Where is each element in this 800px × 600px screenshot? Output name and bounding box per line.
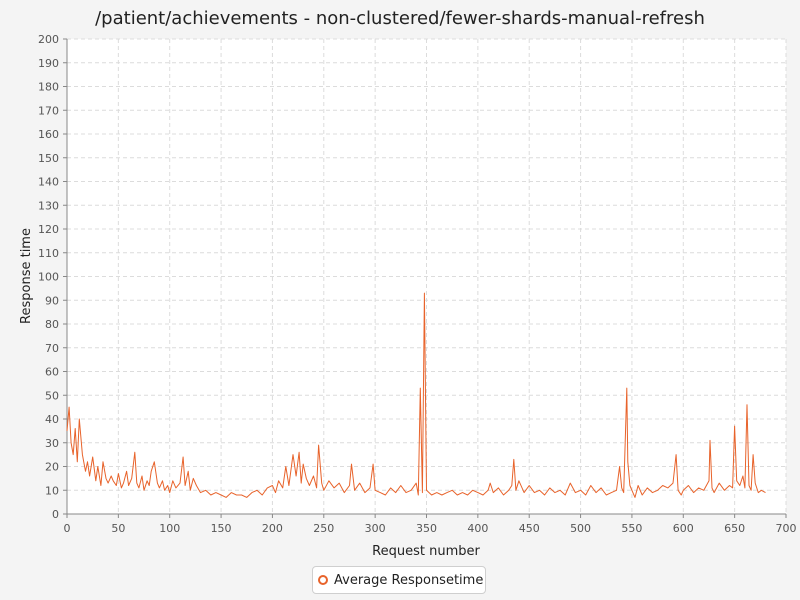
legend-label: Average Responsetime xyxy=(334,572,484,588)
x-axis: 0 50 100 150 200 250 300 350 400 450 500 550 600 650 7… xyxy=(64,514,797,535)
y-tick-label: 40 xyxy=(45,413,59,426)
x-tick-label: 500 xyxy=(570,522,591,535)
y-tick-label: 140 xyxy=(38,176,59,189)
legend-marker-icon xyxy=(318,575,328,585)
x-tick-label: 0 xyxy=(64,522,71,535)
y-tick-label: 160 xyxy=(38,128,59,141)
x-tick-label: 550 xyxy=(621,522,642,535)
x-tick-label: 400 xyxy=(467,522,488,535)
y-tick-label: 80 xyxy=(45,318,59,331)
y-tick-label: 20 xyxy=(45,461,59,474)
y-tick-label: 180 xyxy=(38,81,59,94)
x-axis-label: Request number xyxy=(372,544,480,559)
x-tick-label: 300 xyxy=(365,522,386,535)
series-group xyxy=(66,292,766,498)
legend: Average Responsetime xyxy=(312,566,486,594)
x-tick-label: 600 xyxy=(673,522,694,535)
y-tick-label: 170 xyxy=(38,104,59,117)
y-tick-label: 100 xyxy=(38,271,59,284)
y-axis: 0 10 20 30 40 50 60 70 80 90 100 110 120 130 140 150 160… xyxy=(38,33,67,521)
x-tick-label: 350 xyxy=(416,522,437,535)
series-line xyxy=(66,292,766,498)
y-tick-label: 50 xyxy=(45,389,59,402)
y-axis-label: Response time xyxy=(19,228,34,324)
grid-lines xyxy=(67,38,787,514)
y-tick-label: 120 xyxy=(38,223,59,236)
x-tick-label: 700 xyxy=(776,522,797,535)
x-tick-label: 150 xyxy=(211,522,232,535)
x-tick-label: 50 xyxy=(111,522,125,535)
y-tick-label: 70 xyxy=(45,342,59,355)
y-tick-label: 60 xyxy=(45,366,59,379)
y-tick-label: 150 xyxy=(38,152,59,165)
chart-title: /patient/achievements - non-clustered/fe… xyxy=(95,8,705,29)
x-tick-label: 650 xyxy=(724,522,745,535)
y-tick-label: 10 xyxy=(45,484,59,497)
x-tick-label: 250 xyxy=(313,522,334,535)
y-tick-label: 190 xyxy=(38,57,59,70)
y-tick-label: 0 xyxy=(52,508,59,521)
x-tick-label: 100 xyxy=(159,522,180,535)
x-tick-label: 450 xyxy=(519,522,540,535)
y-tick-label: 90 xyxy=(45,294,59,307)
y-tick-label: 130 xyxy=(38,199,59,212)
y-tick-label: 30 xyxy=(45,437,59,450)
x-tick-label: 200 xyxy=(262,522,283,535)
y-tick-label: 110 xyxy=(38,247,59,260)
y-tick-label: 200 xyxy=(38,33,59,46)
